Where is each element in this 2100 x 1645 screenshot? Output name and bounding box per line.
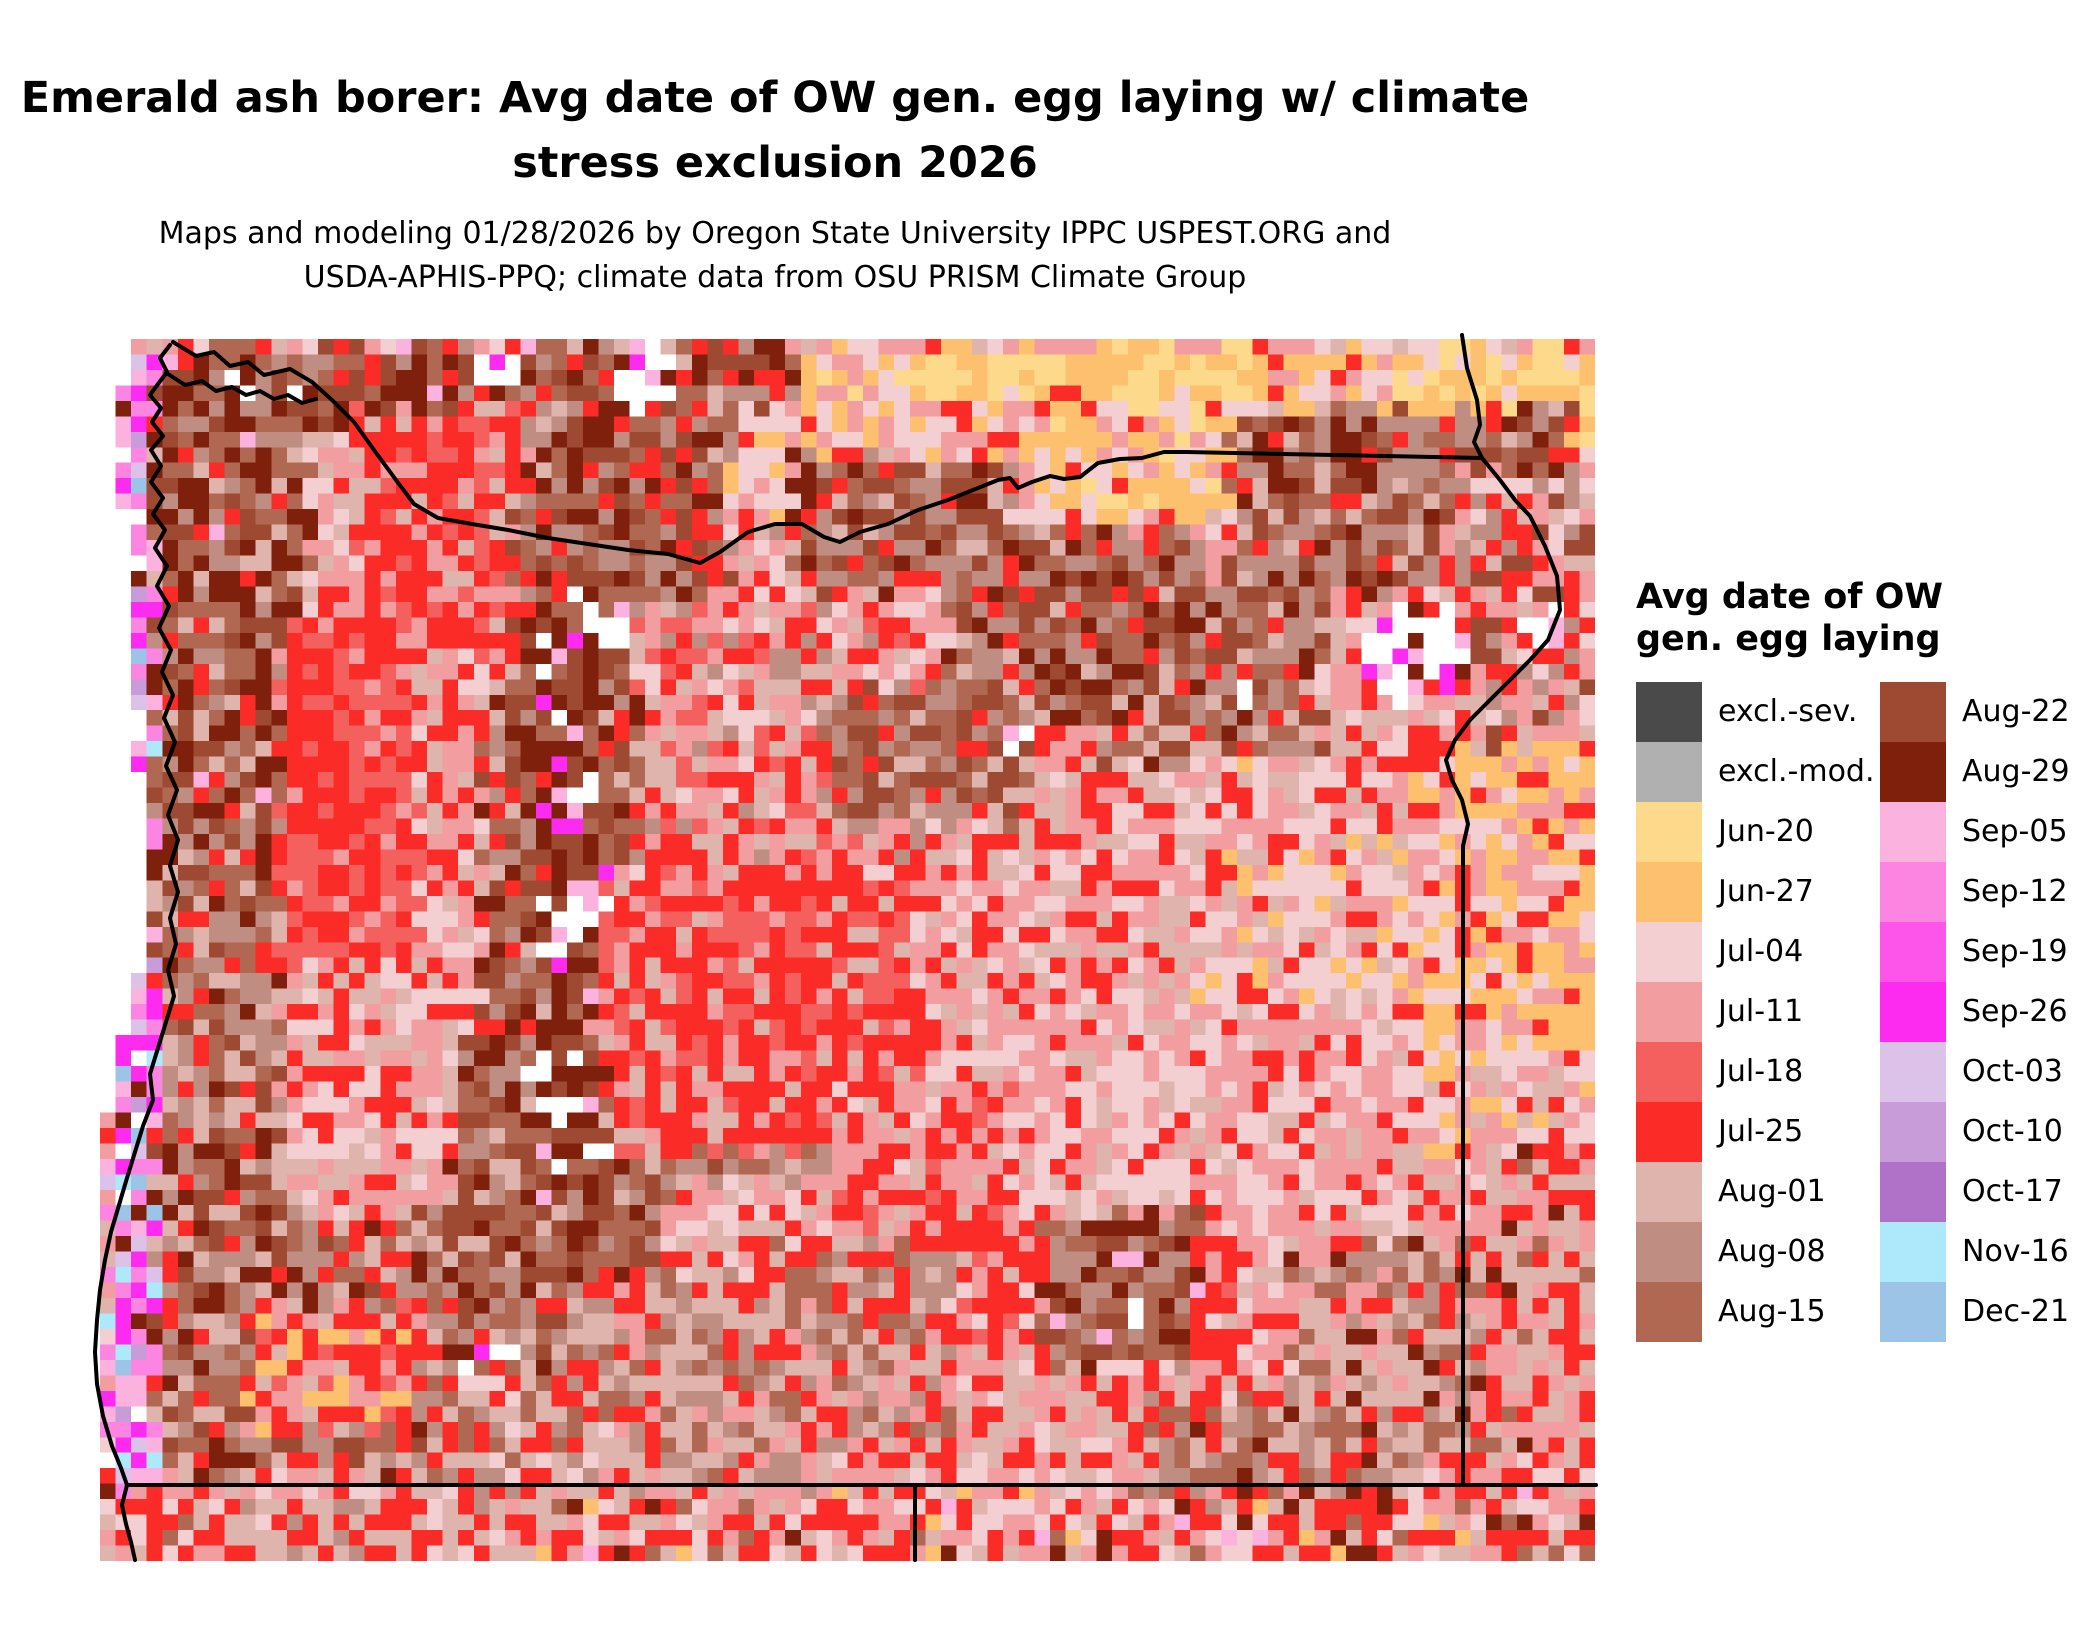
legend-item: Sep-19: [1880, 922, 2070, 982]
legend-item: Oct-17: [1880, 1162, 2070, 1222]
legend-swatch: [1880, 1222, 1946, 1282]
legend-label: Sep-12: [1962, 874, 2068, 909]
legend-item: Jun-27: [1636, 862, 1875, 922]
legend-label: Aug-08: [1718, 1234, 1826, 1269]
legend-title-line1: Avg date of OW: [1636, 577, 1944, 617]
legend-title-line2: gen. egg laying: [1636, 619, 1941, 659]
legend: Avg date of OW gen. egg laying excl.-sev…: [1630, 576, 2090, 1342]
legend-swatch: [1880, 742, 1946, 802]
legend-label: Jul-11: [1718, 994, 1804, 1029]
legend-label: Aug-01: [1718, 1174, 1826, 1209]
legend-swatch: [1880, 922, 1946, 982]
legend-item: Aug-08: [1636, 1222, 1875, 1282]
legend-item: excl.-sev.: [1636, 682, 1875, 742]
legend-label: Jul-25: [1718, 1114, 1804, 1149]
map-subtitle: Maps and modeling 01/28/2026 by Oregon S…: [10, 212, 1540, 299]
legend-column-right: Aug-22 Aug-29 Sep-05 Sep-12 Sep-19 Sep-26 Oct-…: [1880, 682, 2070, 1342]
legend-swatch: [1636, 982, 1702, 1042]
legend-swatch: [1880, 982, 1946, 1042]
legend-label: Jun-27: [1718, 874, 1814, 909]
legend-item: Aug-01: [1636, 1162, 1875, 1222]
legend-label: excl.-mod.: [1718, 754, 1875, 789]
legend-label: Aug-15: [1718, 1294, 1826, 1329]
map-title-line2: stress exclusion 2026: [512, 137, 1038, 188]
legend-label: Oct-03: [1962, 1054, 2063, 1089]
legend-swatch: [1636, 862, 1702, 922]
oregon-raster-map: [100, 339, 1595, 1561]
legend-item: excl.-mod.: [1636, 742, 1875, 802]
legend-swatch: [1880, 802, 1946, 862]
legend-swatch: [1636, 1102, 1702, 1162]
legend-label: Jun-20: [1718, 814, 1814, 849]
legend-item: Jul-11: [1636, 982, 1875, 1042]
legend-swatch: [1880, 1282, 1946, 1342]
legend-swatch: [1880, 862, 1946, 922]
legend-swatch: [1636, 922, 1702, 982]
map-subtitle-line2: USDA-APHIS-PPQ; climate data from OSU PR…: [303, 259, 1247, 295]
legend-item: Sep-26: [1880, 982, 2070, 1042]
legend-swatch: [1636, 1042, 1702, 1102]
map-subtitle-line1: Maps and modeling 01/28/2026 by Oregon S…: [158, 216, 1392, 251]
legend-item: Aug-22: [1880, 682, 2070, 742]
legend-label: Aug-22: [1962, 694, 2070, 729]
legend-label: Jul-04: [1718, 934, 1804, 969]
legend-item: Aug-29: [1880, 742, 2070, 802]
legend-label: Aug-29: [1962, 754, 2070, 789]
legend-item: Jul-18: [1636, 1042, 1875, 1102]
legend-label: excl.-sev.: [1718, 694, 1858, 729]
legend-item: Oct-10: [1880, 1102, 2070, 1162]
legend-swatch: [1880, 1102, 1946, 1162]
legend-swatch: [1636, 742, 1702, 802]
legend-label: Sep-05: [1962, 814, 2068, 849]
legend-label: Dec-21: [1962, 1294, 2070, 1329]
legend-label: Oct-17: [1962, 1174, 2063, 1209]
legend-swatch: [1880, 682, 1946, 742]
legend-swatch: [1636, 802, 1702, 862]
legend-item: Jun-20: [1636, 802, 1875, 862]
legend-item: Dec-21: [1880, 1282, 2070, 1342]
legend-label: Oct-10: [1962, 1114, 2063, 1149]
legend-swatch: [1880, 1042, 1946, 1102]
legend-item: Sep-12: [1880, 862, 2070, 922]
legend-title: Avg date of OW gen. egg laying: [1636, 576, 2090, 660]
legend-swatch: [1636, 1282, 1702, 1342]
legend-label: Nov-16: [1962, 1234, 2069, 1269]
legend-label: Sep-19: [1962, 934, 2068, 969]
legend-label: Jul-18: [1718, 1054, 1804, 1089]
legend-item: Sep-05: [1880, 802, 2070, 862]
legend-item: Jul-25: [1636, 1102, 1875, 1162]
legend-label: Sep-26: [1962, 994, 2068, 1029]
legend-item: Jul-04: [1636, 922, 1875, 982]
legend-item: Oct-03: [1880, 1042, 2070, 1102]
legend-swatch: [1636, 1222, 1702, 1282]
legend-item: Aug-15: [1636, 1282, 1875, 1342]
legend-swatch: [1880, 1162, 1946, 1222]
legend-swatch: [1636, 1162, 1702, 1222]
map-title: Emerald ash borer: Avg date of OW gen. e…: [10, 66, 1540, 195]
legend-column-left: excl.-sev. excl.-mod. Jun-20 Jun-27 Jul-04 Ju…: [1636, 682, 1875, 1342]
legend-swatch: [1636, 682, 1702, 742]
legend-item: Nov-16: [1880, 1222, 2070, 1282]
map-title-line1: Emerald ash borer: Avg date of OW gen. e…: [20, 73, 1530, 123]
